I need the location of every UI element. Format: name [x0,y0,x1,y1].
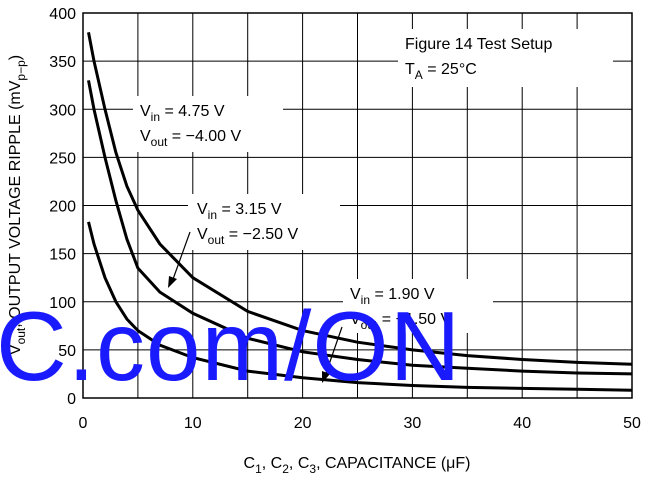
text-part: = 3.15 V [217,201,282,218]
subscript: out [208,233,225,247]
text-part: , OUTPUT VOLTAGE RIPPLE (mV [7,80,24,327]
x-axis-title: C1, C2, C3, CAPACITANCE (μF) [244,455,471,476]
x-tick-label: 40 [513,415,531,432]
arrow [171,231,191,283]
subscript: 2 [282,462,289,476]
subscript: in [208,208,217,222]
annotation: TA = 25°C [405,61,477,82]
annotation: Vin = 4.75 V [140,103,225,124]
y-tick-label: 250 [49,150,76,167]
annotation: Vin = 3.15 V [197,201,282,222]
arrow [324,326,343,377]
text-part: V [140,128,151,145]
x-tick-label: 20 [294,415,312,432]
subscript: in [151,110,160,124]
text-part: = −2.50 V [224,226,298,243]
curve [87,221,633,392]
text-part: C [244,455,256,472]
annotation-bg [188,194,340,250]
subscript: out [151,135,168,149]
y-tick-label: 150 [49,247,76,264]
annotation: Vin = 1.90 V [350,286,435,307]
text-part: , CAPACITANCE (μF) [316,455,470,472]
arrow-head [168,276,177,288]
text-part: V [7,344,24,355]
x-tick-label: 50 [623,415,641,432]
y-axis-title: Vout, OUTPUT VOLTAGE RIPPLE (mVp−p) [7,55,28,355]
x-tick-label: 10 [184,415,202,432]
subscript: 3 [309,462,316,476]
annotation-bg [343,279,493,333]
text-part: , C [262,455,282,472]
annotation-bg [133,96,283,152]
y-tick-label: 300 [49,102,76,119]
curve [87,32,633,366]
curve [87,80,633,376]
text-part: Figure 14 Test Setup [405,36,552,53]
subscript: p−p [14,60,28,81]
text-part: V [350,311,361,328]
text-part: , C [289,455,309,472]
subscript: in [361,293,370,307]
watermark: C.com/ON [0,291,461,401]
subscript: out [14,327,28,344]
y-tick-label: 200 [49,199,76,216]
y-tick-label: 50 [58,343,76,360]
x-tick-label: 30 [404,415,422,432]
subscript: 1 [255,462,262,476]
text-part: V [140,103,151,120]
y-tick-label: 0 [67,391,76,408]
text-part: = 1.90 V [370,286,435,303]
annotation: Vout = −2.50 V [197,226,299,247]
x-tick-label: 0 [79,415,88,432]
arrows [168,231,343,383]
text-part: V [197,201,208,218]
annotation: Figure 14 Test Setup [405,36,552,53]
text-part: = −1.50 V [377,311,451,328]
text-part: T [405,61,415,78]
annotation: Vout = −1.50 V [350,311,452,332]
text-part: V [197,226,208,243]
subscript: out [361,318,378,332]
y-tick-label: 400 [49,6,76,23]
labels: 0 50 100 150 200 250 300 350 400 0 10 20 30 40 50 Vin =… [7,6,641,476]
text-part: ) [7,55,24,60]
curves [87,32,633,392]
text-part: = 25°C [423,61,477,78]
subscript: A [415,68,423,82]
annotation-bg [398,29,613,87]
y-tick-label: 100 [49,295,76,312]
text-part: = 4.75 V [160,103,225,120]
text-part: V [350,286,361,303]
y-tick-label: 350 [49,54,76,71]
annotation: Vout = −4.00 V [140,128,242,149]
text-part: = −4.00 V [167,128,241,145]
arrow-head [322,371,330,383]
